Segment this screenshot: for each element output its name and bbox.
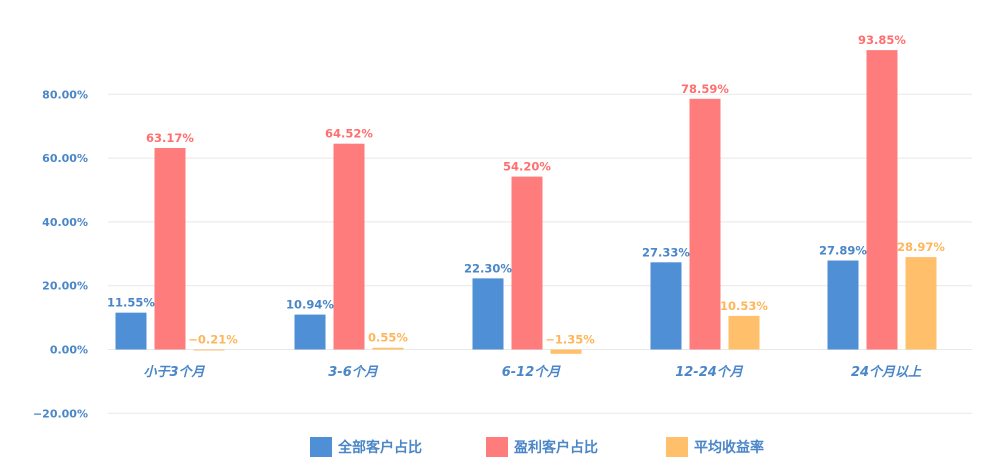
y-tick-label: 40.00% (42, 216, 88, 229)
bar (472, 278, 504, 350)
data-label: 54.20% (503, 160, 551, 174)
data-label: 64.52% (325, 127, 373, 141)
bar (372, 347, 404, 350)
y-axis: −20.00% 0.00% 20.00% 40.00% 60.00% 80.00% (33, 88, 88, 420)
x-tick-label: 6-12个月 (502, 364, 562, 380)
legend-label: 盈利客户占比 (513, 439, 598, 456)
data-label: 28.97% (897, 240, 945, 254)
y-tick-label: 20.00% (42, 280, 88, 293)
data-label: 63.17% (146, 131, 194, 145)
y-tick-label: 60.00% (42, 152, 88, 165)
x-tick-label: 小于3个月 (143, 364, 205, 380)
data-label: 22.30% (464, 261, 512, 275)
data-label: −1.35% (545, 333, 595, 347)
legend-swatch (310, 437, 332, 457)
legend-swatch (666, 437, 688, 457)
data-label: 10.53% (720, 299, 768, 313)
legend-label: 平均收益率 (694, 439, 764, 456)
bar (728, 315, 760, 350)
bar (193, 349, 225, 351)
data-label: 27.33% (642, 245, 690, 259)
legend-item[interactable]: 全部客户占比 (310, 437, 422, 457)
data-label: 27.89% (819, 244, 867, 258)
legend-item[interactable]: 盈利客户占比 (486, 437, 598, 457)
bar (115, 312, 147, 350)
bar (905, 257, 937, 350)
x-tick-label: 12-24个月 (675, 364, 744, 380)
data-label: 78.59% (681, 82, 729, 96)
y-tick-label: 0.00% (50, 344, 88, 357)
bar (294, 314, 326, 350)
data-label: 93.85% (858, 33, 906, 47)
bar (650, 262, 682, 350)
legend-item[interactable]: 平均收益率 (666, 437, 764, 457)
y-tick-label: 80.00% (42, 88, 88, 101)
x-tick-label: 24个月以上 (851, 364, 922, 380)
bar (511, 176, 543, 350)
bar (827, 260, 859, 350)
data-label: 0.55% (368, 331, 408, 345)
x-tick-label: 3-6个月 (328, 364, 378, 380)
bars (115, 50, 937, 354)
bar (154, 147, 186, 350)
x-axis: 小于3个月 3-6个月 6-12个月 12-24个月 24个月以上 (143, 364, 922, 380)
legend-swatch (486, 437, 508, 457)
data-label: 10.94% (286, 298, 334, 312)
bar (550, 349, 582, 354)
bar (866, 50, 898, 350)
y-tick-label: −20.00% (33, 407, 88, 420)
data-labels: 11.55% 10.94% 22.30% 27.33% 27.89% 63.17% 64.5… (107, 33, 945, 346)
bar (689, 98, 721, 350)
legend: 全部客户占比 盈利客户占比 平均收益率 (310, 437, 764, 457)
data-label: 11.55% (107, 296, 155, 310)
data-label: −0.21% (188, 333, 238, 347)
bar (333, 143, 365, 350)
legend-label: 全部客户占比 (337, 439, 422, 456)
